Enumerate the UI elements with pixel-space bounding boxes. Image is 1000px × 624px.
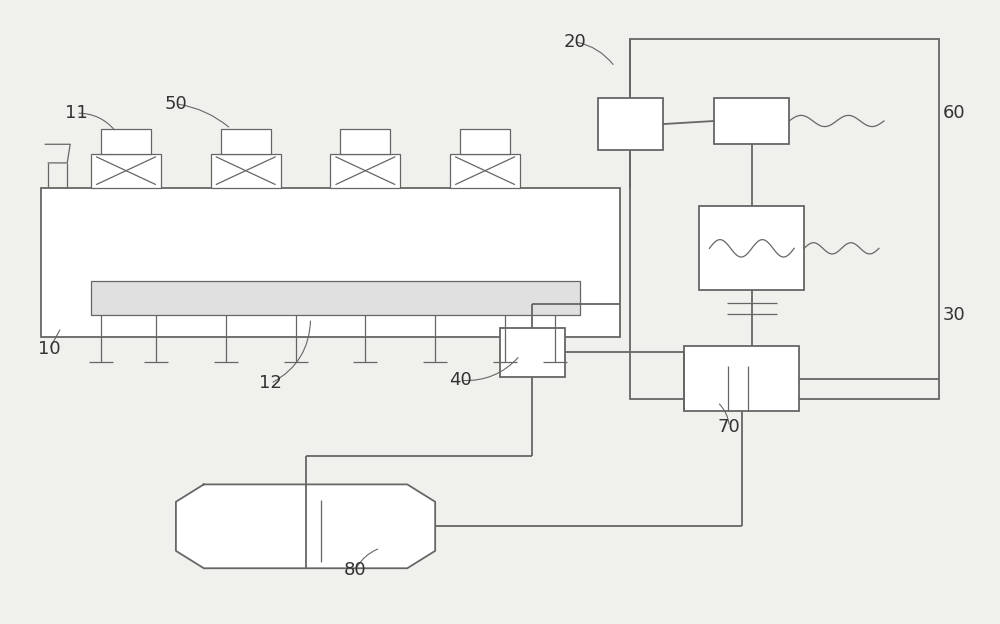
Text: 10: 10 — [38, 340, 61, 358]
Text: 50: 50 — [165, 95, 187, 113]
Bar — [598, 98, 663, 150]
Text: 20: 20 — [563, 33, 586, 51]
Bar — [221, 129, 271, 154]
Bar — [340, 129, 390, 154]
Bar — [101, 129, 151, 154]
Polygon shape — [176, 484, 435, 568]
Text: 80: 80 — [344, 561, 367, 579]
Text: 12: 12 — [259, 374, 282, 392]
Bar — [450, 154, 520, 188]
Bar — [330, 154, 400, 188]
Bar — [684, 346, 799, 411]
Bar — [211, 154, 281, 188]
Bar — [91, 281, 580, 315]
Bar — [500, 328, 565, 378]
Bar — [714, 98, 789, 144]
Text: 30: 30 — [942, 306, 965, 324]
Bar — [699, 207, 804, 290]
Bar — [460, 129, 510, 154]
Bar — [41, 188, 620, 337]
Text: 11: 11 — [65, 104, 88, 122]
Text: 60: 60 — [942, 104, 965, 122]
Text: 40: 40 — [449, 371, 471, 389]
Bar — [91, 154, 161, 188]
Text: 70: 70 — [718, 418, 741, 436]
Bar — [630, 39, 939, 399]
